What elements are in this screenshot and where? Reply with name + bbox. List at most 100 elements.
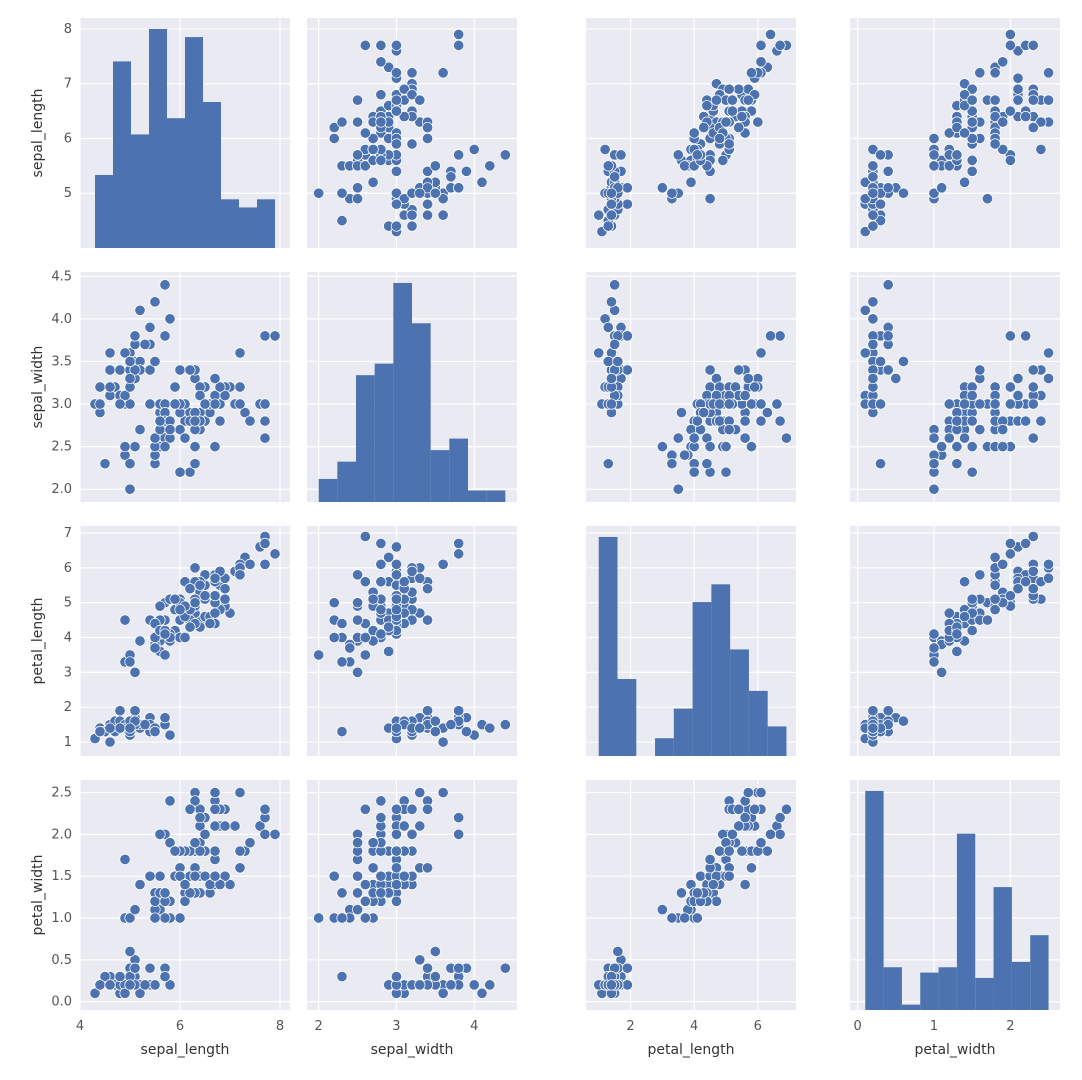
scatter-point — [726, 94, 738, 106]
x-tick-label: 4 — [76, 1019, 84, 1034]
histogram-bar — [1030, 935, 1049, 1010]
scatter-point — [726, 105, 738, 117]
y-tick-label: 2 — [64, 700, 72, 715]
gridlines — [850, 18, 1060, 248]
scatter-point — [1020, 415, 1032, 427]
scatter-point — [476, 987, 488, 999]
scatter-point — [771, 398, 783, 410]
scatter-point — [739, 415, 751, 427]
scatter-point — [890, 372, 902, 385]
panel-petal_width-vs-petal_length — [586, 780, 796, 1010]
scatter-point — [966, 466, 978, 478]
scatter-point — [928, 656, 940, 668]
scatter-point — [429, 970, 441, 983]
scatter-point — [733, 803, 745, 815]
histogram-bar — [883, 967, 902, 1010]
scatter-point — [429, 715, 441, 727]
scatter-point — [375, 604, 387, 616]
scatter-point — [406, 138, 418, 150]
scatter-point — [745, 398, 758, 410]
scatter-point — [398, 820, 410, 832]
scatter-point — [666, 458, 678, 470]
scatter-point — [134, 987, 146, 999]
scatter-point — [739, 432, 751, 444]
panel-sepal_width-vs-petal_length — [586, 272, 796, 502]
scatter-point — [174, 912, 186, 924]
scatter-point — [149, 296, 161, 308]
histogram-bar — [711, 584, 731, 756]
scatter-point — [184, 803, 196, 815]
scatter-point — [390, 970, 402, 983]
scatter-point — [656, 441, 668, 453]
scatter-point — [460, 165, 472, 177]
scatter-point — [612, 945, 624, 958]
scatter-point — [928, 483, 940, 495]
scatter-point — [139, 338, 151, 350]
scatter-point — [114, 970, 126, 983]
scatter-point — [745, 441, 758, 453]
scatter-point — [593, 209, 605, 221]
scatter-point — [422, 198, 434, 210]
scatter-point — [867, 338, 879, 350]
scatter-point — [745, 67, 758, 79]
scatter-point — [129, 330, 141, 342]
scatter-point — [422, 182, 434, 194]
scatter-point — [390, 828, 402, 840]
histogram-bar — [673, 708, 693, 756]
scatter-point — [414, 94, 426, 106]
scatter-point — [390, 593, 402, 605]
y-tick-label: 2.0 — [51, 827, 72, 842]
scatter-point — [704, 853, 716, 866]
scatter-point — [499, 719, 511, 731]
scatter-point — [1027, 398, 1039, 410]
scatter-point — [229, 820, 241, 832]
scatter-point — [1027, 565, 1039, 577]
histogram-bar — [393, 282, 412, 502]
scatter-point — [154, 600, 166, 612]
scatter-point — [1042, 558, 1055, 570]
scatter-point — [453, 962, 465, 974]
scatter-point — [723, 398, 735, 410]
scatter-point — [974, 67, 986, 79]
scatter-point — [164, 979, 176, 991]
scatter-point — [1004, 330, 1016, 342]
y-tick-label: 8 — [64, 22, 72, 37]
scatter-point — [1042, 372, 1055, 385]
scatter-point — [189, 597, 201, 609]
y-tick-label: 3 — [64, 665, 72, 680]
scatter-point — [997, 56, 1009, 68]
y-axis-title: petal_length — [30, 597, 46, 684]
scatter-point — [928, 642, 940, 654]
scatter-point — [609, 338, 621, 350]
scatter-point — [1027, 364, 1039, 376]
scatter-point — [149, 979, 161, 991]
scatter-point — [951, 415, 963, 427]
scatter-point — [974, 398, 986, 410]
scatter-point — [159, 330, 171, 342]
scatter-point — [958, 398, 971, 410]
scatter-point — [928, 458, 940, 470]
scatter-point — [375, 39, 387, 51]
histogram-bar — [730, 649, 749, 756]
scatter-point — [1012, 389, 1024, 402]
scatter-point — [780, 803, 793, 815]
scatter-point — [352, 837, 364, 849]
scatter-point — [605, 979, 618, 991]
scatter-point — [144, 870, 156, 882]
scatter-point — [139, 979, 151, 991]
scatter-point — [94, 381, 106, 393]
scatter-point — [882, 279, 894, 291]
scatter-point — [666, 187, 678, 199]
scatter-point — [1012, 583, 1024, 595]
scatter-point — [1004, 537, 1016, 549]
scatter-point — [169, 845, 181, 857]
scatter-point — [599, 143, 611, 155]
scatter-point — [679, 449, 691, 461]
scatter-point — [234, 845, 246, 857]
scatter-point — [605, 296, 618, 308]
scatter-point — [989, 67, 1001, 79]
histogram-bar — [920, 972, 939, 1010]
scatter-point — [328, 132, 340, 145]
histogram-bar — [239, 207, 257, 248]
